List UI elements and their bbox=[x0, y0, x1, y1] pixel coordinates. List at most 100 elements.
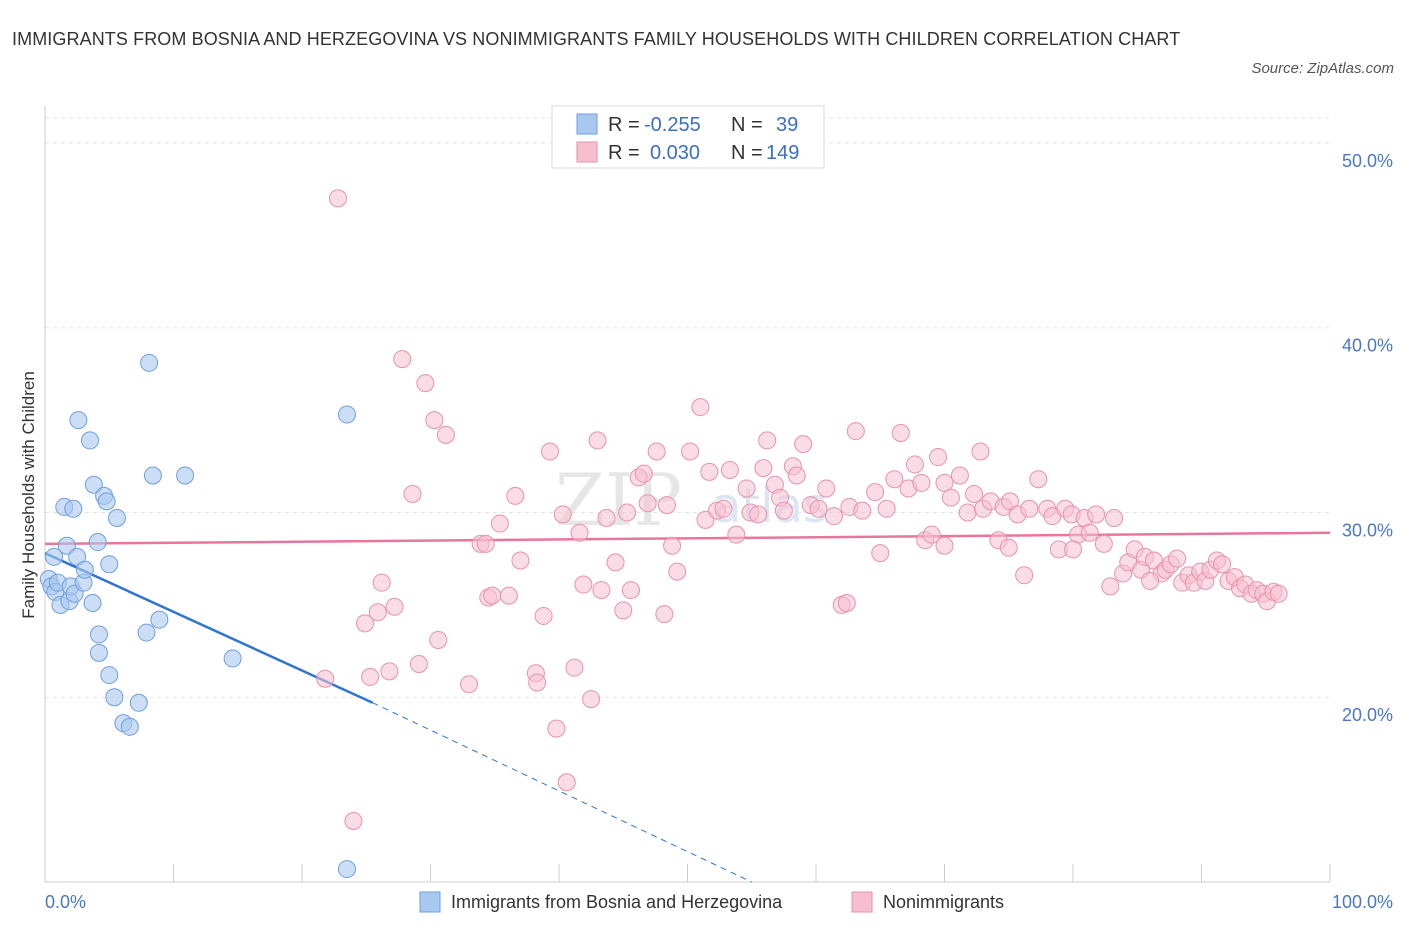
bosnia-points bbox=[39, 353, 356, 879]
nonimmigrants-point bbox=[355, 614, 374, 633]
nonimmigrants-point bbox=[588, 431, 607, 450]
nonimmigrants-point bbox=[720, 460, 739, 479]
nonimmigrants-point bbox=[372, 573, 391, 592]
nonimmigrants-point bbox=[774, 501, 793, 520]
nonimmigrants-point bbox=[657, 496, 676, 515]
x-tick-label-max: 100.0% bbox=[1332, 892, 1393, 912]
trend-line-bosnia-extension bbox=[372, 702, 752, 883]
bosnia-point bbox=[223, 649, 242, 668]
chart-title: IMMIGRANTS FROM BOSNIA AND HERZEGOVINA V… bbox=[12, 29, 1181, 49]
nonimmigrants-point bbox=[655, 605, 674, 624]
nonimmigrants-point bbox=[700, 462, 719, 481]
bosnia-point bbox=[57, 536, 76, 555]
nonimmigrants-point bbox=[541, 442, 560, 461]
bosnia-point bbox=[89, 643, 108, 662]
legend-n-value-1: 39 bbox=[776, 114, 798, 136]
nonimmigrants-point bbox=[1020, 499, 1039, 518]
nonimmigrants-point bbox=[1168, 549, 1187, 568]
nonimmigrants-point bbox=[837, 594, 856, 613]
bosnia-point bbox=[137, 623, 156, 642]
axes bbox=[44, 106, 1331, 883]
nonimmigrants-point bbox=[344, 812, 363, 831]
nonimmigrants-point bbox=[787, 466, 806, 485]
nonimmigrants-point bbox=[794, 435, 813, 454]
top-legend: R = -0.255 N = 39 R = 0.030 N = 149 bbox=[551, 105, 825, 169]
trend-line-nonimmigrants bbox=[44, 531, 1331, 546]
nonimmigrants-point bbox=[403, 485, 422, 503]
bottom-legend-swatch-pink bbox=[851, 891, 873, 913]
nonimmigrants-point bbox=[891, 424, 910, 443]
nonimmigrants-point bbox=[409, 654, 428, 673]
bosnia-point bbox=[337, 405, 356, 424]
trend-lines bbox=[44, 531, 1331, 883]
source-credit: Source: ZipAtlas.com bbox=[1251, 60, 1394, 77]
legend-r-label-2: R = bbox=[608, 142, 640, 164]
nonimmigrants-point bbox=[1064, 540, 1082, 559]
nonimmigrants-point bbox=[476, 534, 495, 553]
nonimmigrants-point bbox=[1015, 566, 1034, 585]
nonimmigrants-point bbox=[1101, 577, 1120, 596]
nonimmigrants-point bbox=[393, 350, 412, 369]
nonimmigrants-point bbox=[621, 581, 640, 600]
y-tick-label-40: 40.0% bbox=[1342, 336, 1393, 356]
nonimmigrants-point bbox=[758, 431, 777, 450]
nonimmigrants-point bbox=[368, 603, 387, 622]
y-tick-label-20: 20.0% bbox=[1342, 705, 1393, 725]
nonimmigrants-point bbox=[1087, 505, 1106, 524]
gridlines bbox=[45, 117, 1330, 698]
nonimmigrants-point bbox=[950, 466, 969, 485]
y-tick-label-50: 50.0% bbox=[1342, 151, 1393, 171]
x-tick-labels: 0.0% 100.0% bbox=[45, 892, 1393, 912]
legend-n-label-2: N = bbox=[731, 142, 763, 164]
nonimmigrants-point bbox=[871, 544, 890, 563]
nonimmigrants-point bbox=[582, 690, 601, 709]
nonimmigrants-point bbox=[553, 505, 572, 524]
legend-swatch-pink bbox=[576, 141, 598, 163]
nonimmigrants-point bbox=[557, 773, 576, 792]
nonimmigrants-point bbox=[606, 553, 625, 572]
nonimmigrants-point bbox=[727, 525, 746, 544]
nonimmigrants-point bbox=[638, 494, 657, 513]
legend-r-value-2: 0.030 bbox=[650, 142, 700, 164]
legend-r-value-1: -0.255 bbox=[644, 114, 701, 136]
bosnia-point bbox=[44, 547, 63, 566]
nonimmigrants-point bbox=[499, 586, 518, 605]
nonimmigrants-point bbox=[866, 483, 885, 502]
nonimmigrants-point bbox=[668, 562, 687, 581]
nonimmigrants-point bbox=[618, 503, 637, 522]
nonimmigrants-point bbox=[592, 581, 611, 600]
nonimmigrants-point bbox=[385, 597, 404, 616]
bosnia-point bbox=[89, 625, 108, 644]
nonimmigrants-point bbox=[965, 485, 984, 503]
nonimmigrants-point bbox=[534, 606, 553, 625]
bottom-legend-swatch-blue bbox=[419, 891, 441, 913]
nonimmigrants-point bbox=[877, 499, 896, 518]
legend-n-label-1: N = bbox=[731, 114, 763, 136]
legend-r-label-1: R = bbox=[608, 114, 640, 136]
nonimmigrants-point bbox=[1080, 523, 1099, 542]
nonimmigrants-point bbox=[1213, 555, 1232, 574]
bosnia-point bbox=[105, 688, 124, 707]
legend-swatch-blue bbox=[576, 113, 598, 135]
bosnia-point bbox=[100, 666, 119, 685]
nonimmigrants-point bbox=[958, 503, 977, 522]
bosnia-point bbox=[140, 353, 159, 372]
legend-n-value-2: 149 bbox=[766, 142, 799, 164]
nonimmigrants-point bbox=[935, 536, 954, 555]
nonimmigrants-point bbox=[1141, 571, 1160, 590]
y-axis-label: Family Households with Children bbox=[19, 371, 38, 619]
bottom-legend-label-2: Nonimmigrants bbox=[883, 892, 1004, 912]
bosnia-point bbox=[107, 509, 126, 528]
bosnia-point bbox=[337, 860, 356, 879]
bosnia-point bbox=[88, 533, 107, 552]
bottom-legend: Immigrants from Bosnia and Herzegovina N… bbox=[419, 891, 1004, 913]
nonimmigrants-point bbox=[737, 479, 756, 498]
nonimmigrants-point bbox=[614, 601, 633, 620]
nonimmigrants-point bbox=[416, 374, 435, 393]
nonimmigrants-point bbox=[846, 422, 865, 441]
nonimmigrants-point bbox=[597, 509, 616, 528]
nonimmigrants-point bbox=[1094, 534, 1113, 553]
bosnia-point bbox=[100, 555, 119, 574]
nonimmigrants-point bbox=[425, 411, 444, 430]
nonimmigrants-point bbox=[941, 488, 960, 507]
